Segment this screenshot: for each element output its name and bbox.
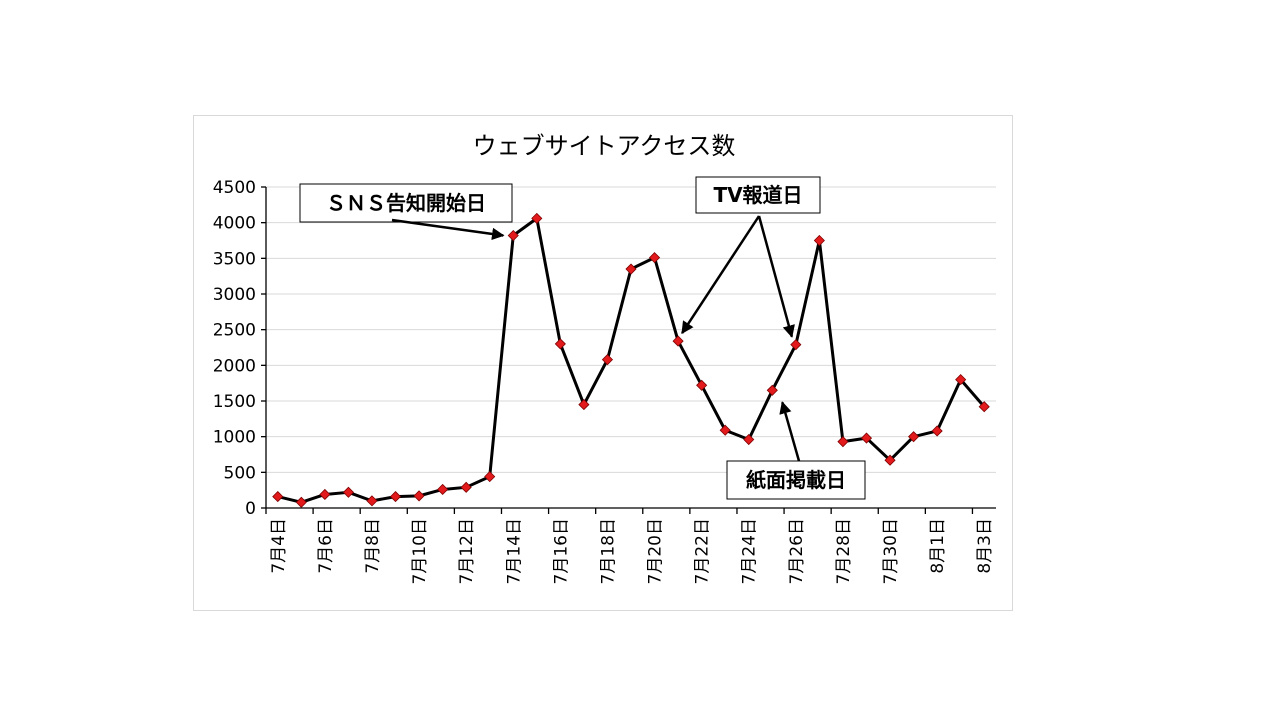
x-tick-label: 8月3日: [975, 518, 995, 574]
y-tick-label: 1000: [213, 428, 256, 448]
data-point-marker: [884, 454, 896, 466]
x-tick-label: 7月10日: [410, 518, 430, 584]
y-tick-label: 3000: [213, 285, 256, 305]
data-point-marker: [319, 488, 331, 501]
tv-callout-label: TV報道日: [713, 183, 802, 207]
y-tick-label: 500: [224, 463, 256, 483]
x-tick-label: 7月30日: [881, 518, 901, 584]
data-point-marker: [507, 229, 519, 242]
y-tick-label: 4000: [213, 214, 256, 234]
data-point-marker: [648, 252, 661, 264]
tv-arrow-1: [681, 215, 761, 335]
x-tick-label: 8月1日: [928, 518, 948, 574]
data-point-marker: [272, 491, 284, 503]
data-point-marker: [342, 486, 354, 498]
x-tick-label: 7月24日: [740, 518, 760, 584]
data-point-marker: [766, 384, 778, 396]
paper-callout-label: 紙面掲載日: [746, 468, 846, 492]
x-tick-label: 7月18日: [598, 518, 618, 584]
y-tick-label: 0: [245, 499, 256, 519]
data-point-marker: [719, 424, 731, 436]
data-point-marker: [860, 432, 873, 444]
data-point-marker: [389, 491, 402, 503]
sns-callout-box: [299, 183, 513, 223]
data-point-marker: [908, 431, 920, 443]
chart-title: ウェブサイトアクセス数: [473, 132, 736, 160]
tv-arrow-2: [757, 215, 795, 338]
y-tick-label: 3500: [213, 249, 256, 269]
data-point-marker: [484, 471, 496, 483]
data-point-marker: [601, 354, 614, 366]
sns-arrow: [391, 218, 505, 241]
x-tick-label: 7月28日: [834, 518, 854, 584]
series-layer: [272, 212, 990, 508]
data-point-marker: [437, 483, 449, 496]
y-tick-label: 2000: [213, 356, 256, 376]
y-tick-label: 1500: [213, 392, 256, 412]
axes-layer: [261, 186, 996, 514]
x-tick-label: 7月16日: [551, 518, 571, 584]
data-point-marker: [978, 401, 990, 413]
data-point-marker: [931, 425, 943, 437]
chart-svg: ウェブサイトアクセス数 0 500 1000 1500 2000 2500 3000 3500…: [213, 132, 996, 584]
x-tick-label: 7月4日: [269, 518, 289, 574]
sns-callout-label: ＳＮＳ告知開始日: [326, 191, 486, 215]
y-tick-label: 2500: [213, 321, 256, 341]
grid-layer: [266, 186, 996, 473]
chart-frame: ウェブサイトアクセス数 0 500 1000 1500 2000 2500 3000 3500…: [193, 115, 1013, 611]
data-point-marker: [460, 481, 472, 493]
x-tick-label: 7月6日: [316, 518, 336, 574]
series-line: [277, 216, 986, 504]
data-point-marker: [413, 490, 425, 502]
y-axis-labels: 0 500 1000 1500 2000 2500 3000 3500 4000 4500: [213, 178, 256, 519]
data-point-marker: [743, 433, 755, 446]
data-point-marker: [837, 436, 849, 448]
x-tick-label: 7月20日: [646, 518, 666, 584]
data-point-marker: [672, 335, 684, 347]
tv-callout-box: [695, 176, 821, 214]
data-point-marker: [578, 399, 590, 411]
data-point-marker: [295, 496, 307, 508]
data-point-marker: [696, 379, 708, 391]
x-axis-labels: 7月4日 7月6日 7月8日 7月10日 7月12日 7月14日 7月16日 7月18日 7月2…: [269, 518, 995, 584]
data-point-marker: [554, 338, 566, 350]
paper-arrow: [779, 401, 801, 462]
x-tick-label: 7月26日: [787, 518, 807, 584]
data-point-marker: [531, 212, 543, 224]
x-tick-label: 7月8日: [363, 518, 383, 574]
data-point-marker: [625, 263, 637, 275]
paper-callout-box: [726, 460, 866, 500]
x-tick-label: 7月22日: [693, 518, 713, 584]
y-tick-label: 4500: [213, 178, 256, 198]
data-point-marker: [813, 234, 825, 247]
x-tick-label: 7月12日: [457, 518, 477, 584]
data-point-marker: [366, 495, 378, 507]
x-tick-label: 7月14日: [504, 518, 524, 584]
data-point-marker: [955, 374, 967, 386]
data-point-marker: [790, 339, 802, 351]
